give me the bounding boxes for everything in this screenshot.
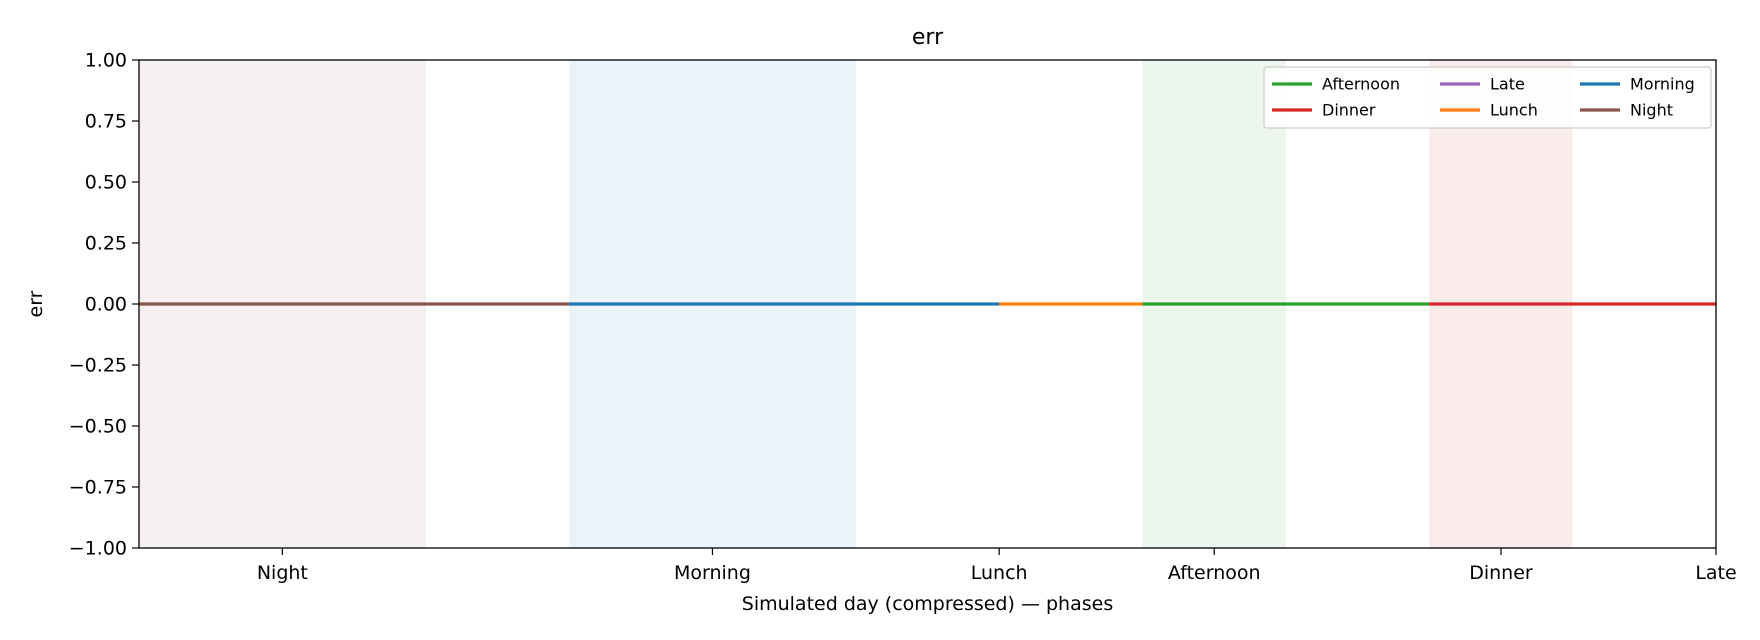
x-tick-label-morning: Morning <box>674 562 751 584</box>
y-tick-label: −0.25 <box>69 355 127 377</box>
x-tick-label-lunch: Lunch <box>971 562 1028 584</box>
chart-title: err <box>912 25 944 50</box>
x-tick-label-late: Late <box>1695 562 1736 584</box>
legend-box <box>1263 66 1712 129</box>
legend-label-afternoon: Afternoon <box>1322 75 1400 94</box>
y-tick-label: −0.50 <box>69 416 127 438</box>
x-tick-label-dinner: Dinner <box>1469 562 1533 584</box>
y-tick-label: −0.75 <box>69 477 127 499</box>
legend: Afternoon Dinner Late Lunch Morning Night <box>1263 66 1712 129</box>
y-axis-ticks: −1.00 −0.75 −0.50 −0.25 0.00 0.25 0.50 0.75 1.00 <box>69 50 139 560</box>
x-tick-label-night: Night <box>257 562 308 584</box>
y-tick-label: 0.75 <box>85 111 127 133</box>
legend-label-late: Late <box>1490 75 1525 94</box>
legend-label-night: Night <box>1630 101 1673 120</box>
x-axis-ticks: Night Morning Lunch Afternoon Dinner Late <box>257 548 1737 584</box>
legend-label-morning: Morning <box>1630 75 1695 94</box>
y-tick-label: 0.25 <box>85 233 127 255</box>
y-tick-label: 1.00 <box>85 50 127 72</box>
y-tick-label: 0.00 <box>85 294 127 316</box>
x-tick-label-afternoon: Afternoon <box>1168 562 1261 584</box>
legend-label-dinner: Dinner <box>1322 101 1376 120</box>
y-tick-label: −1.00 <box>69 538 127 560</box>
y-axis-label: err <box>25 290 47 317</box>
legend-label-lunch: Lunch <box>1490 101 1538 120</box>
y-tick-label: 0.50 <box>85 172 127 194</box>
x-axis-label: Simulated day (compressed) — phases <box>742 593 1113 615</box>
